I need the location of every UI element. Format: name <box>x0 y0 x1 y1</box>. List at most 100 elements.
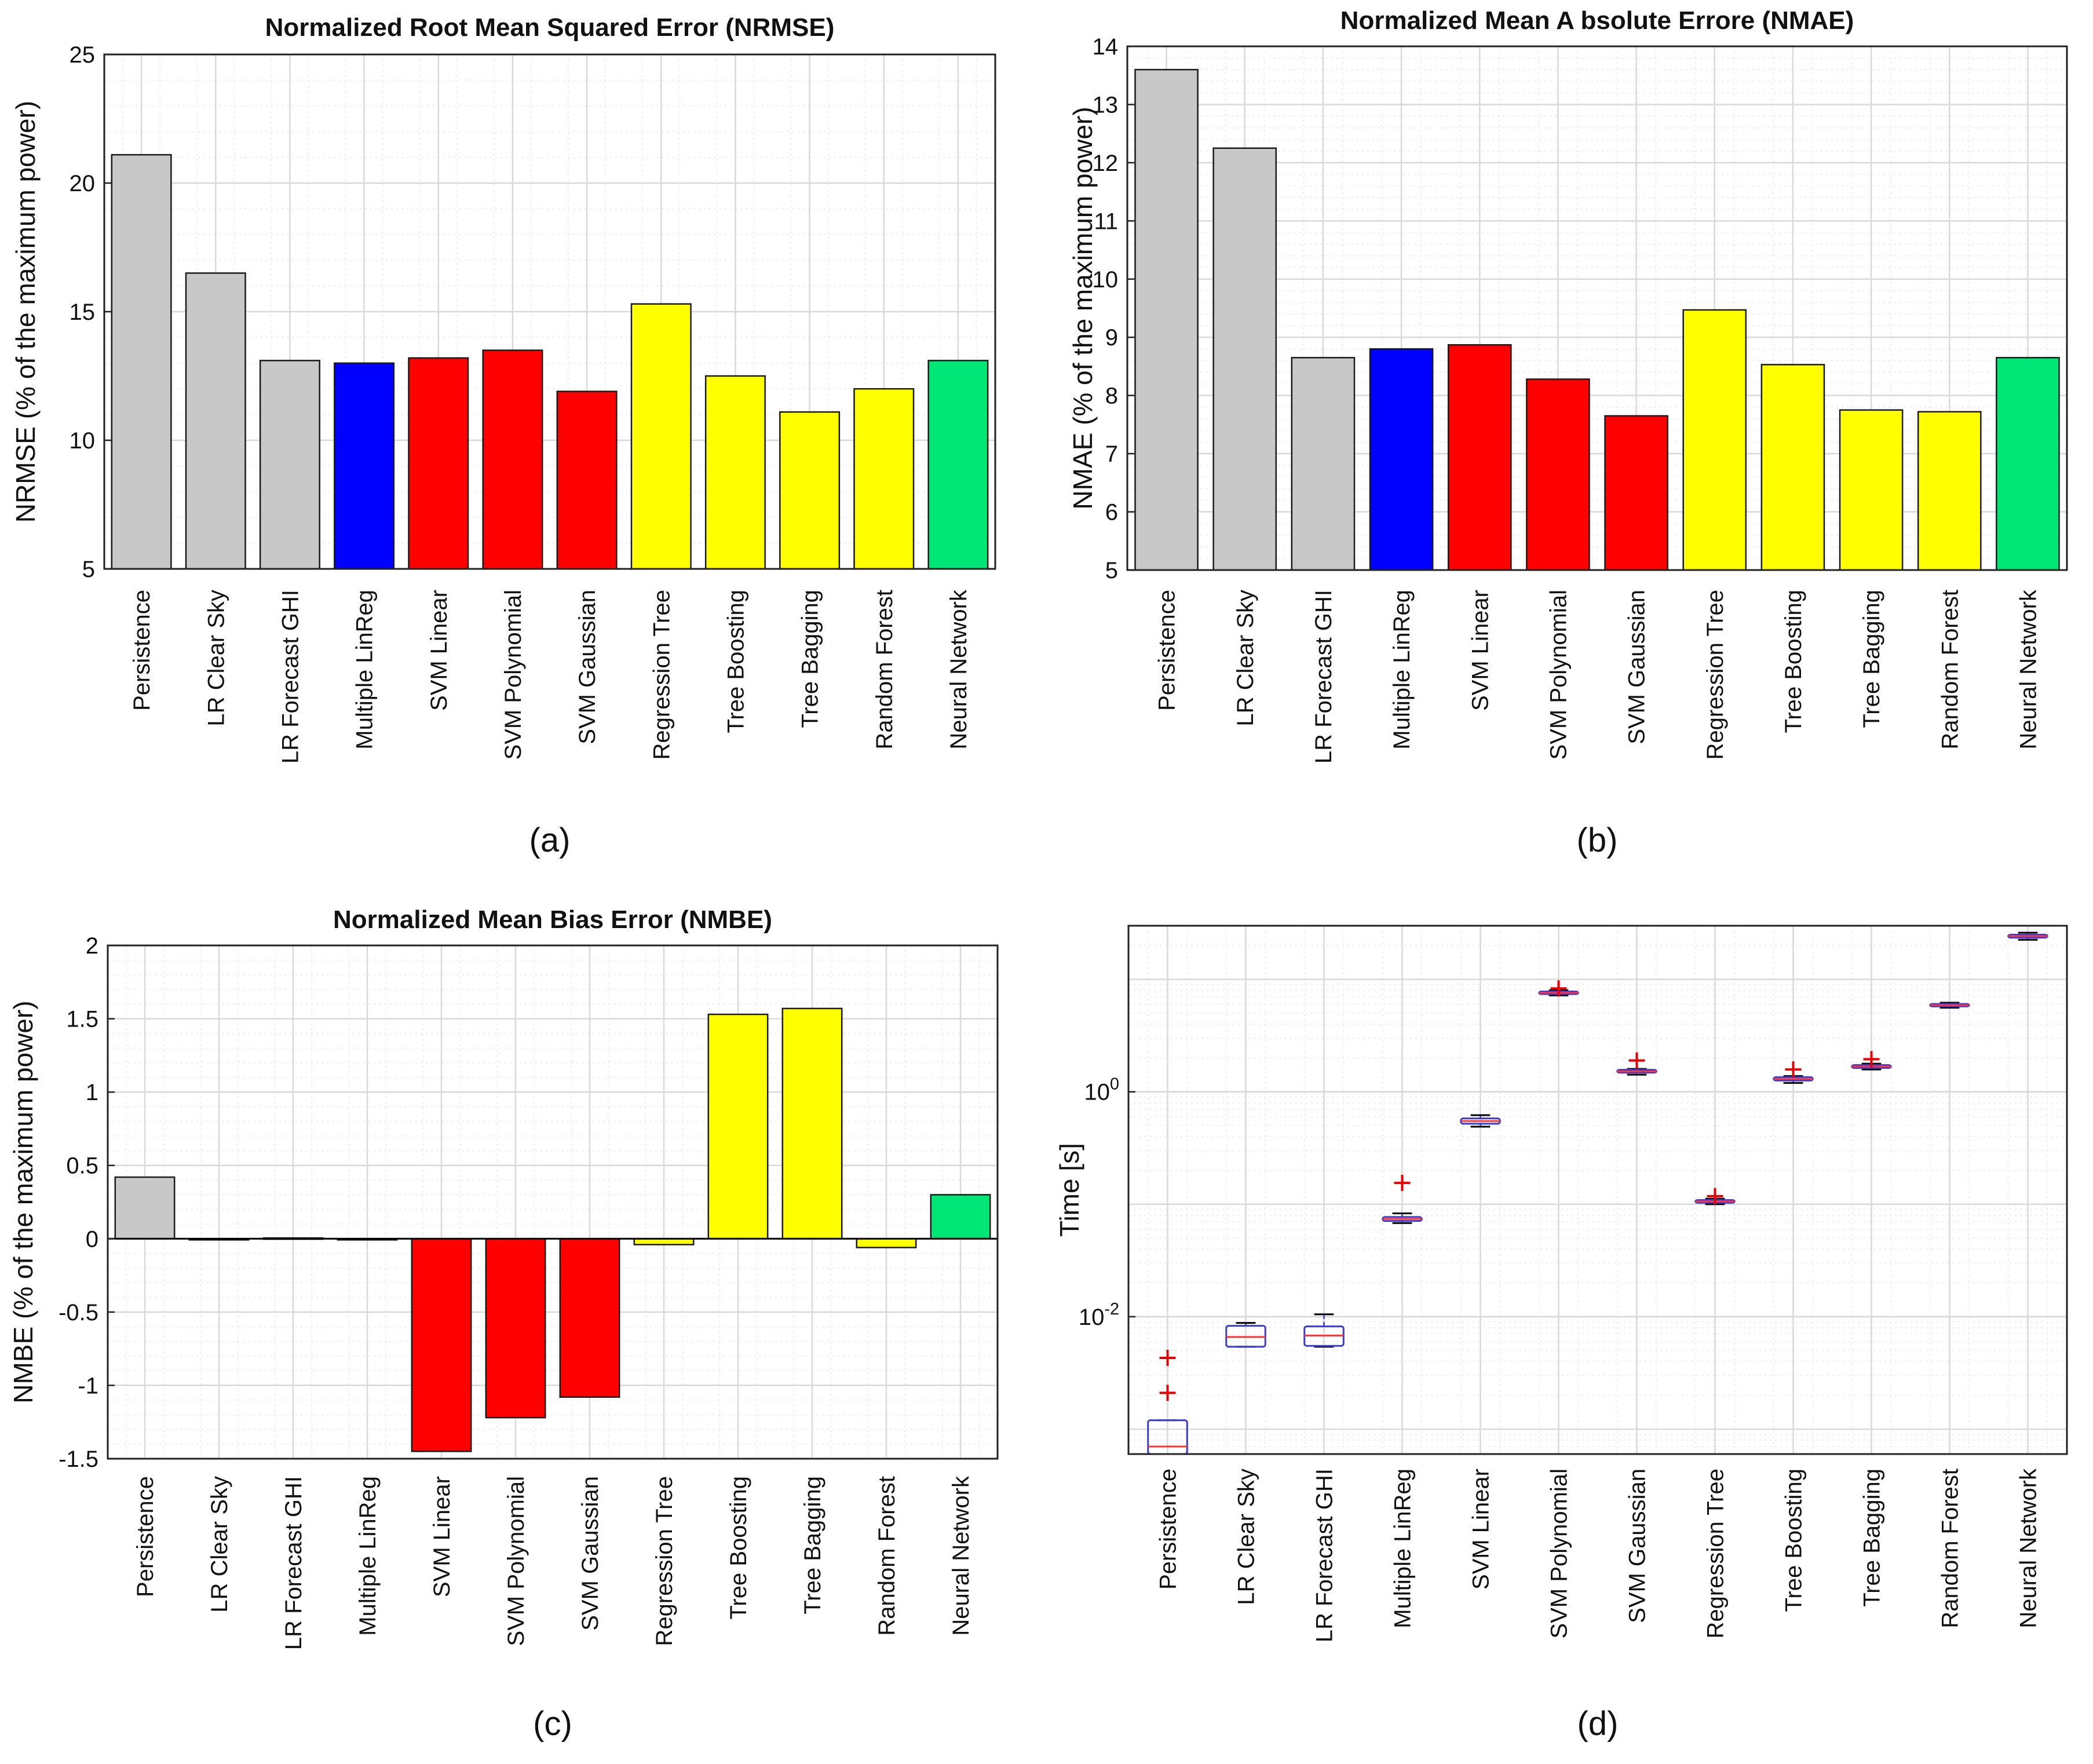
x-tick-label-neural-network: Neural Network <box>2016 1468 2041 1628</box>
x-tick-label-svm-gaussian: SVM Gaussian <box>1624 590 1650 744</box>
x-tick-label-tree-boosting: Tree Boosting <box>726 1476 751 1620</box>
y-tick-label: 7 <box>1105 441 1118 467</box>
chart-panel-a: 5 10 15 20 25 Persistence LR Clear Sky LR Forec… <box>10 13 996 859</box>
bar-svm-linear <box>1447 344 1512 571</box>
plot-area <box>1128 926 2067 1454</box>
x-tick-label-persistence: Persistence <box>1155 590 1180 711</box>
bar-multiple-linreg <box>1369 348 1434 571</box>
bar-tree-bagging <box>781 1007 843 1240</box>
x-tick-label-svm-polynomial: SVM Polynomial <box>1546 590 1571 759</box>
y-tick-label: 12 <box>1093 151 1119 176</box>
x-tick-label-svm-linear: SVM Linear <box>1467 590 1493 711</box>
chart-title: Normalized Mean Bias Error (NMBE) <box>333 905 772 934</box>
x-tick-label-svm-gaussian: SVM Gaussian <box>578 1476 603 1631</box>
x-tick-label-random-forest: Random Forest <box>1937 590 1963 750</box>
bar-svm-gaussian <box>559 1238 620 1398</box>
box-neural-network <box>2007 932 2048 941</box>
panel-label: (b) <box>1577 821 1618 859</box>
y-tick-label: 1 <box>86 1080 98 1105</box>
bar-tree-boosting <box>707 1013 769 1240</box>
y-tick-label: 1.5 <box>66 1007 98 1032</box>
x-tick-label-svm-polynomial: SVM Polynomial <box>501 590 526 759</box>
x-tick-label-neural-network: Neural Network <box>948 1476 974 1636</box>
x-tick-label-tree-boosting: Tree Boosting <box>723 590 748 733</box>
bar-neural-network <box>1996 357 2060 571</box>
y-tick-label: -0.5 <box>59 1300 98 1325</box>
y-tick-label: 15 <box>70 300 96 325</box>
chart-panel-c: -1.5 -1 -0.5 0 0.5 1 1.5 2 Persistence LR Clear S… <box>8 905 999 1743</box>
x-tick-label-svm-linear: SVM Linear <box>426 590 452 711</box>
box-multiple-linreg <box>1382 1174 1423 1224</box>
x-tick-label-multiple-linreg: Multiple LinReg <box>355 1476 381 1636</box>
x-tick-label-regression-tree: Regression Tree <box>1703 590 1728 759</box>
bar-random-forest <box>856 1238 917 1248</box>
y-tick-label: 6 <box>1105 500 1118 525</box>
bar-lr-clear-sky <box>185 272 246 570</box>
minor-grid <box>1128 926 2067 1455</box>
y-axis-label: NMBE (% of the maximum power) <box>8 1000 38 1403</box>
x-tick-label-svm-gaussian: SVM Gaussian <box>1625 1469 1650 1623</box>
x-tick-label-multiple-linreg: Multiple LinReg <box>352 590 378 750</box>
x-tick-label-neural-network: Neural Network <box>2015 589 2041 750</box>
x-tick-label-lr-forecast-ghi: LR Forecast GHI <box>1312 1469 1338 1642</box>
axes-frame <box>1126 45 2068 571</box>
x-tick-label-svm-polynomial: SVM Polynomial <box>1547 1469 1572 1638</box>
x-tick-label-svm-gaussian: SVM Gaussian <box>575 590 600 744</box>
y-tick-label: 10-2 <box>1079 1300 1119 1330</box>
y-tick-label: -1.5 <box>59 1447 98 1472</box>
bar-persistence <box>1134 68 1199 571</box>
plot-area <box>1127 46 2067 570</box>
outlier-marker <box>1628 1052 1645 1069</box>
x-tick-label-persistence: Persistence <box>129 590 155 711</box>
y-tick-exponent: 0 <box>1110 1075 1119 1094</box>
y-axis-label: Time [s] <box>1054 1143 1084 1237</box>
x-tick-label-lr-forecast-ghi: LR Forecast GHI <box>277 590 303 764</box>
x-tick-label-tree-bagging: Tree Bagging <box>798 590 823 728</box>
x-tick-label-multiple-linreg: Multiple LinReg <box>1390 1469 1416 1628</box>
y-tick-label: 5 <box>1105 558 1118 583</box>
bar-svm-linear <box>408 357 469 570</box>
bar-random-forest <box>1917 411 1982 571</box>
x-tick-label-neural-network: Neural Network <box>946 589 971 750</box>
y-tick-label: 8 <box>1105 384 1118 409</box>
bar-svm-polynomial <box>485 1238 546 1419</box>
box-lr-clear-sky <box>1225 1322 1266 1348</box>
bar-svm-polynomial <box>482 349 543 570</box>
bar-svm-gaussian <box>1604 415 1668 571</box>
x-tick-label-tree-bagging: Tree Bagging <box>1859 590 1884 728</box>
box-svm-polynomial <box>1538 980 1579 997</box>
y-tick-label: 11 <box>1094 209 1118 234</box>
bar-persistence <box>111 154 172 570</box>
y-tick-label: 10 <box>70 428 96 454</box>
x-tick-label-tree-bagging: Tree Bagging <box>800 1476 825 1615</box>
x-tick-label-random-forest: Random Forest <box>1938 1469 1963 1628</box>
outlier-marker <box>1550 980 1567 997</box>
bar-regression-tree <box>1682 309 1747 571</box>
y-tick-label: 10 <box>1093 267 1119 293</box>
bar-tree-boosting <box>704 375 766 570</box>
x-tick-label-random-forest: Random Forest <box>874 1476 900 1636</box>
y-tick-exponent: -2 <box>1104 1300 1119 1319</box>
y-tick-label: 25 <box>70 42 96 68</box>
x-tick-label-persistence: Persistence <box>133 1476 158 1597</box>
bar-svm-polynomial <box>1526 378 1590 571</box>
chart-title: Normalized Root Mean Squared Error (NRMS… <box>265 13 835 42</box>
bar-tree-bagging <box>1839 409 1904 571</box>
bar-lr-forecast-ghi <box>1291 357 1356 571</box>
chart-title: Normalized Mean A bsolute Errore (NMAE) <box>1340 6 1854 35</box>
outlier-marker <box>1707 1188 1723 1204</box>
box-tree-bagging <box>1851 1051 1892 1071</box>
y-tick-label: 2 <box>86 933 98 959</box>
y-tick-label: 9 <box>1105 325 1118 350</box>
x-tick-label-lr-clear-sky: LR Clear Sky <box>1234 1469 1259 1605</box>
y-tick-label: -1 <box>78 1373 98 1398</box>
x-tick-label-lr-clear-sky: LR Clear Sky <box>203 590 229 726</box>
x-tick-label-lr-clear-sky: LR Clear Sky <box>207 1476 232 1613</box>
y-tick-base: 10 <box>1084 1080 1110 1105</box>
box-tree-boosting <box>1773 1061 1814 1084</box>
bar-persistence <box>114 1176 176 1240</box>
y-tick-label: 14 <box>1093 34 1119 60</box>
x-tick-label-lr-forecast-ghi: LR Forecast GHI <box>1311 590 1336 764</box>
bar-neural-network <box>930 1194 991 1240</box>
